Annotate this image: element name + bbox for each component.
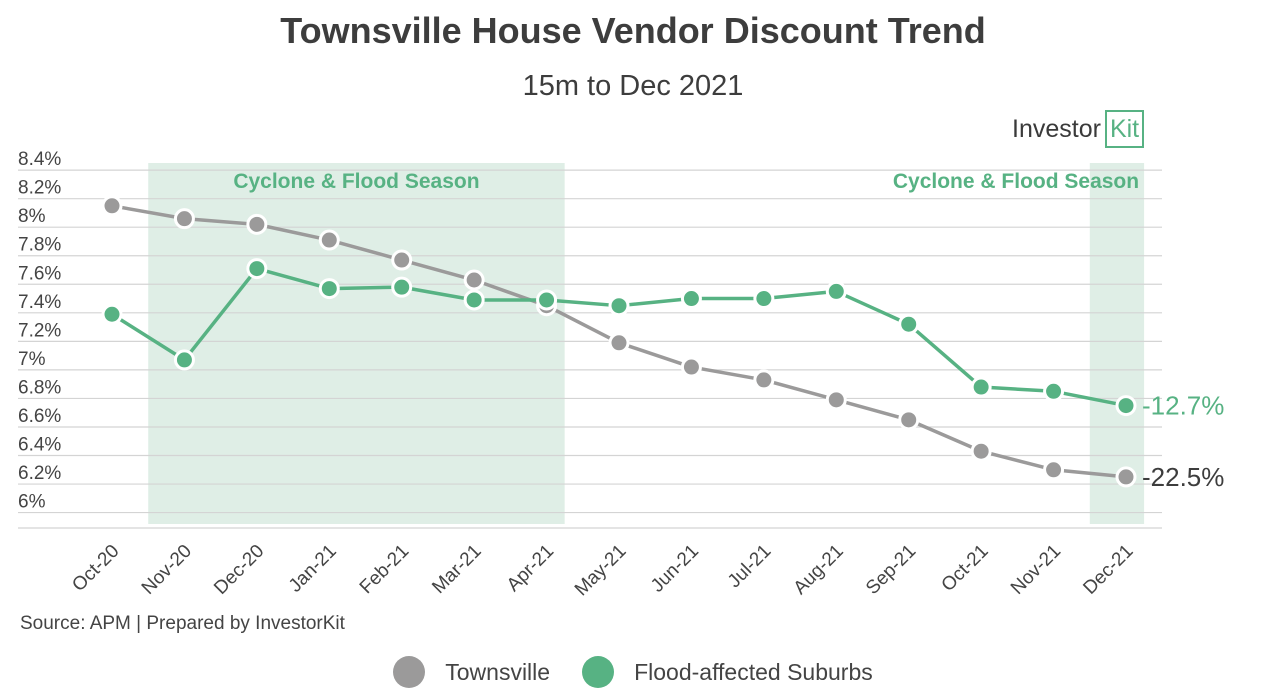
flood-point [173,349,195,371]
legend-swatch-flood [582,656,615,688]
x-tick-label: Jul-21 [724,541,775,592]
townsville-end-label: -22.5% [1142,462,1224,492]
legend-label-flood: Flood-affected Suburbs [634,658,873,685]
legend-swatch-townsville [393,656,426,688]
legend-item-flood: Flood-affected Suburbs [582,656,873,688]
y-tick-label: 6.8% [18,377,61,398]
legend-item-townsville: Townsville [393,656,550,688]
logo-text: Investor [1012,114,1101,143]
axis-layer: Oct-20 Nov-20 Dec-20 Jan-21 Feb-21 Mar-21 Apr-… [68,541,1137,601]
flood-end-label: -12.7% [1142,391,1224,421]
flood-point [536,289,558,311]
x-tick-label: Oct-21 [938,541,993,596]
x-tick-label: Apr-21 [503,541,558,596]
townsville-point [753,369,775,391]
band-label: Cyclone & Flood Season [233,170,479,193]
townsville-point [391,249,413,271]
y-tick-label: 6% [18,492,46,513]
townsville-point [898,409,920,431]
townsville-point [1115,466,1137,488]
y-tick-label: 7.4% [18,292,61,313]
townsville-point [173,208,195,230]
y-tick-label: 8% [18,206,46,227]
grid-layer: 6% 6.2% 6.4% 6.6% 6.8% 7% 7.2% 7.4% 7.6% 7.8% 8% 8.… [18,149,1162,529]
flood-point [1043,380,1065,402]
x-tick-label: Jun-21 [647,541,703,597]
y-tick-label: 8.2% [18,178,61,199]
flood-point [753,288,775,310]
y-tick-label: 8.4% [18,149,61,170]
flood-point [318,278,340,300]
chart-title: Townsville House Vendor Discount Trend [280,10,986,51]
x-tick-label: Nov-21 [1007,541,1065,599]
legend-label-townsville: Townsville [445,658,551,685]
chart-subtitle: 15m to Dec 2021 [522,70,744,102]
flood-point [970,376,992,398]
logo-kit-box: Kit [1104,110,1145,148]
flood-season-band [148,163,565,524]
townsville-point [680,356,702,378]
x-tick-label: Nov-20 [138,541,196,599]
y-tick-label: 7.8% [18,235,61,256]
legend: Townsville Flood-affected Suburbs [0,656,1266,688]
townsville-point [1043,459,1065,481]
flood-point [101,303,123,325]
townsville-point [318,229,340,251]
x-tick-label: Dec-20 [210,541,268,599]
x-tick-label: Mar-21 [428,541,485,598]
band-layer: Cyclone & Flood Season Cyclone & Flood Se… [148,163,1145,524]
townsville-point [463,269,485,291]
x-tick-label: May-21 [571,541,631,601]
flood-point [825,280,847,302]
series-layer [101,195,1137,488]
flood-point [680,288,702,310]
x-tick-label: Feb-21 [356,541,413,598]
townsville-point [970,440,992,462]
townsville-point [246,213,268,235]
flood-point [391,276,413,298]
y-tick-label: 7% [18,349,46,370]
x-tick-label: Jan-21 [285,541,341,597]
y-tick-label: 7.6% [18,263,61,284]
flood-point [898,313,920,335]
townsville-point [101,195,123,217]
townsville-point [825,389,847,411]
source-note: Source: APM | Prepared by InvestorKit [20,613,345,634]
investorkit-logo: Investor Kit [1012,108,1145,150]
x-tick-label: Aug-21 [790,541,848,599]
label-layer: -22.5% -12.7% [1142,391,1224,492]
band-label: Cyclone & Flood Season [893,170,1139,193]
x-tick-label: Sep-21 [862,541,920,599]
flood-point [608,295,630,317]
townsville-point [608,332,630,354]
y-tick-label: 6.6% [18,406,61,427]
flood-point [246,258,268,280]
flood-season-band [1089,163,1145,524]
flood-point [1115,395,1137,417]
y-tick-label: 6.2% [18,463,61,484]
x-tick-label: Oct-20 [68,541,123,596]
flood-point [463,289,485,311]
x-tick-label: Dec-21 [1079,541,1137,599]
y-tick-label: 7.2% [18,320,61,341]
y-tick-label: 6.4% [18,435,61,456]
